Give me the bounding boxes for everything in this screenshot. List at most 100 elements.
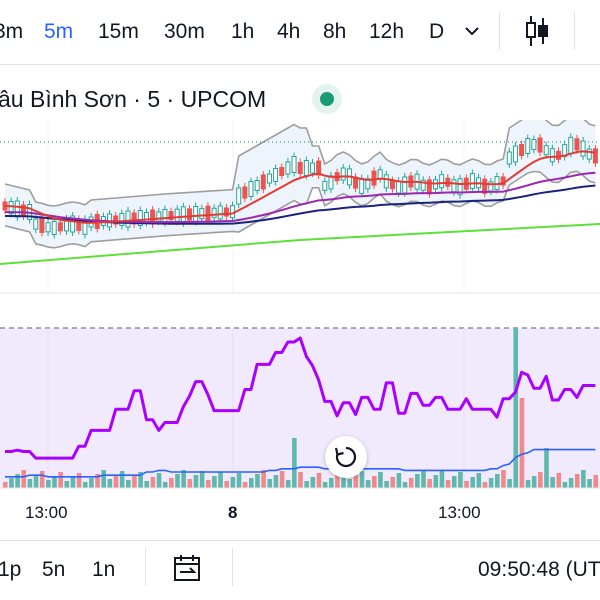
- candle-body: [396, 180, 402, 194]
- calendar-goto-icon[interactable]: [172, 554, 204, 584]
- volume-bar: [9, 478, 14, 488]
- symbol-legend-title[interactable]: âu Bình Sơn · 5 · UPCOM: [0, 86, 267, 112]
- range-1p[interactable]: 1p: [0, 558, 22, 581]
- volume-bar: [519, 398, 525, 488]
- volume-bar: [3, 482, 8, 488]
- candle-body: [205, 205, 211, 221]
- volume-bar: [279, 471, 285, 488]
- oscillator-line: [5, 336, 596, 460]
- volume-bar: [427, 479, 432, 488]
- volume-bar: [70, 477, 76, 488]
- candle-body: [519, 144, 525, 156]
- volume-bars-group: [3, 328, 598, 488]
- volume-bar: [581, 470, 586, 488]
- volume-bar: [556, 473, 562, 488]
- volume-bar: [144, 481, 150, 488]
- candle-body: [303, 160, 309, 176]
- chevron-down-icon[interactable]: [464, 24, 480, 38]
- candle-body: [512, 145, 518, 163]
- bottom-range-bar: [0, 540, 600, 600]
- volume-bar: [212, 476, 217, 488]
- volume-bar: [495, 474, 500, 488]
- candle-body: [279, 167, 285, 176]
- clock-readout[interactable]: 09:50:48 (UT: [478, 558, 600, 581]
- volume-bar: [482, 482, 488, 488]
- timeframe-8h[interactable]: 8h: [323, 20, 347, 43]
- volume-bar: [119, 471, 125, 488]
- candle-body: [180, 206, 186, 224]
- candle-body: [316, 160, 322, 176]
- candle-body: [568, 136, 574, 154]
- bollinger-upper-line: [4, 120, 596, 207]
- volume-bar: [372, 476, 377, 488]
- candle-body: [365, 178, 371, 190]
- volume-bar: [304, 481, 309, 488]
- candlestick-icon[interactable]: [524, 14, 550, 48]
- volume-bar: [249, 478, 254, 488]
- range-5n[interactable]: 5n: [42, 558, 66, 581]
- candle-body: [131, 212, 137, 225]
- volume-bar: [113, 475, 119, 488]
- volume-bar: [126, 480, 131, 488]
- candle-body: [137, 210, 143, 226]
- moving-average-red: [4, 150, 596, 224]
- candle-body: [377, 169, 383, 180]
- candle-body: [322, 180, 328, 191]
- volume-bar: [476, 473, 482, 488]
- volume-bar: [470, 477, 475, 488]
- reset-chart-button[interactable]: [325, 436, 367, 478]
- timeframe-30m[interactable]: 30m: [164, 20, 205, 43]
- candle-body: [70, 215, 76, 233]
- volume-bar: [175, 474, 180, 488]
- candle-body: [39, 217, 45, 233]
- candle-body: [266, 173, 272, 184]
- volume-bar: [255, 474, 260, 488]
- volume-bar: [322, 482, 328, 488]
- candle-body: [174, 208, 180, 222]
- candle-body: [469, 173, 475, 190]
- volume-bar: [242, 482, 248, 488]
- timeframe-3m[interactable]: 3m: [0, 20, 24, 43]
- candle-body: [236, 187, 242, 205]
- volume-bar: [451, 476, 457, 488]
- timeframe-1h[interactable]: 1h: [231, 20, 255, 43]
- volume-bar: [193, 475, 199, 488]
- volume-bar: [341, 470, 346, 488]
- timeframe-15m[interactable]: 15m: [98, 20, 139, 43]
- candle-body: [217, 205, 223, 220]
- volume-bar: [550, 477, 555, 488]
- candle-body: [187, 208, 192, 221]
- candle-body: [168, 211, 174, 221]
- volume-bar: [587, 479, 592, 488]
- timeframe-12h[interactable]: 12h: [369, 20, 405, 43]
- timeframe-5m[interactable]: 5m: [44, 20, 74, 43]
- candle-body: [14, 200, 20, 218]
- timeframe-4h[interactable]: 4h: [277, 20, 301, 43]
- range-1n[interactable]: 1n: [92, 558, 116, 581]
- candles-group: [2, 133, 598, 239]
- candle-body: [457, 178, 463, 196]
- market-status-icon[interactable]: [312, 84, 342, 114]
- volume-bar: [538, 472, 543, 488]
- volume-bar: [46, 480, 51, 488]
- volume-bar: [347, 479, 352, 488]
- volume-bar: [273, 475, 279, 488]
- volume-bar: [39, 471, 45, 488]
- oscillator-grid: [47, 328, 465, 488]
- bottom-bar-border: [0, 540, 600, 541]
- candle-body: [156, 211, 162, 222]
- volume-bar: [562, 482, 568, 488]
- volume-bar: [224, 481, 229, 488]
- volume-bar: [593, 475, 598, 488]
- volume-bar: [95, 474, 100, 488]
- volume-bar: [464, 481, 469, 488]
- volume-bar: [507, 479, 512, 488]
- chart-canvas[interactable]: [0, 120, 600, 500]
- timeframe-d[interactable]: D: [429, 20, 445, 43]
- candle-body: [525, 138, 531, 154]
- volume-bar: [513, 328, 519, 488]
- volume-bar: [21, 470, 27, 488]
- candle-body: [162, 209, 168, 223]
- volume-bar: [285, 480, 291, 488]
- candle-body: [113, 215, 119, 225]
